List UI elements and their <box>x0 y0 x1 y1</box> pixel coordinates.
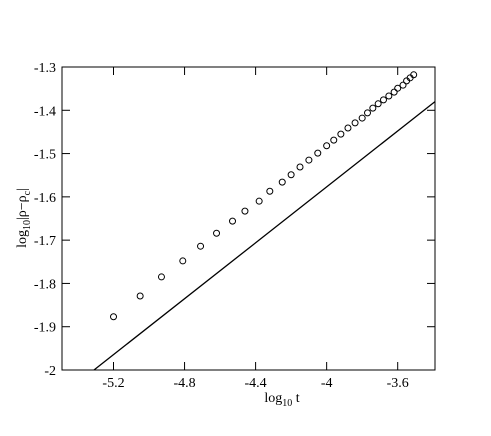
data-point <box>385 92 393 100</box>
data-point <box>296 163 304 171</box>
data-point <box>344 124 352 132</box>
data-point <box>364 109 372 117</box>
data-point <box>399 81 407 89</box>
x-tick-label: -3.6 <box>387 376 409 391</box>
data-point <box>337 130 345 138</box>
y-tick-label: -1.3 <box>34 61 56 76</box>
y-tick-label: -1.6 <box>34 191 56 206</box>
y-tick-label: -2 <box>44 364 56 379</box>
data-point <box>157 273 165 281</box>
y-axis-label: log10|ρ−ρc| <box>15 188 33 248</box>
x-tick-label: -4 <box>321 376 333 391</box>
data-point <box>410 71 418 79</box>
y-tick-label: -1.7 <box>34 234 56 249</box>
data-point <box>229 217 237 225</box>
data-point <box>136 292 144 300</box>
data-point <box>323 142 331 150</box>
data-point <box>197 242 205 250</box>
data-point <box>110 313 118 321</box>
data-point <box>213 229 221 237</box>
y-tick-label: -1.5 <box>34 148 56 163</box>
data-point <box>278 178 286 186</box>
data-point <box>287 171 295 179</box>
x-tick-label: -4.4 <box>245 376 267 391</box>
y-tick-label: -1.4 <box>34 104 56 119</box>
data-point <box>374 100 382 108</box>
y-tick-label: -1.8 <box>34 277 56 292</box>
x-tick-label: -4.8 <box>173 376 195 391</box>
y-tick-label: -1.9 <box>34 321 56 336</box>
data-point <box>179 257 187 265</box>
data-point <box>394 84 402 92</box>
data-point <box>351 119 359 127</box>
data-point <box>266 187 274 195</box>
fit-line <box>93 101 436 371</box>
data-point <box>379 96 387 104</box>
x-tick-label: -5.2 <box>102 376 124 391</box>
data-point <box>255 197 263 205</box>
data-point <box>330 136 338 144</box>
data-point <box>241 207 249 215</box>
x-axis-label: log10 t <box>264 391 299 409</box>
plot-frame <box>61 66 436 371</box>
data-point <box>305 156 313 164</box>
data-point <box>369 104 377 112</box>
data-point <box>314 149 322 157</box>
data-point <box>358 114 366 122</box>
data-point <box>390 88 398 96</box>
